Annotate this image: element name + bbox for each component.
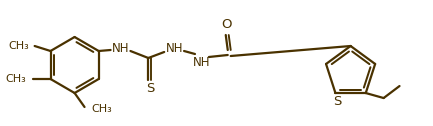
Text: NH: NH (193, 55, 211, 69)
Text: NH: NH (165, 41, 183, 55)
Text: CH₃: CH₃ (8, 41, 29, 51)
Text: S: S (333, 94, 342, 107)
Text: NH: NH (112, 41, 129, 55)
Text: S: S (146, 83, 155, 96)
Text: O: O (222, 19, 232, 32)
Text: CH₃: CH₃ (5, 74, 26, 84)
Text: CH₃: CH₃ (91, 104, 112, 114)
